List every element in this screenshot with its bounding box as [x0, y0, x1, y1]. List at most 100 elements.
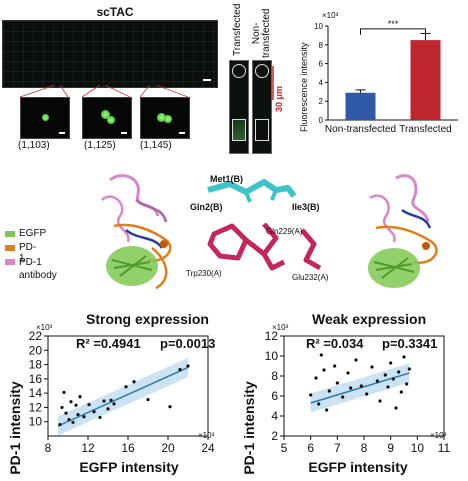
- legend-swatch: [5, 259, 15, 265]
- structure-right: [356, 170, 446, 296]
- y-tick-label: 12: [265, 329, 279, 343]
- legend-swatch: [5, 245, 15, 251]
- data-point: [314, 376, 318, 380]
- y-tick-label: 16: [29, 372, 43, 386]
- scatter-ylabel: PD-1 intensity: [7, 381, 23, 475]
- data-point: [375, 379, 379, 383]
- data-point: [64, 411, 68, 415]
- y-tick-label: 10: [265, 349, 279, 363]
- data-point: [402, 355, 406, 359]
- bar-chart: ×10³ Fluorescence intensity 0 2 4 6 8 10 Non-…: [299, 11, 458, 135]
- residue-gln229: Gln229(A): [266, 227, 303, 236]
- data-point: [112, 402, 116, 406]
- x-tick-label: 7: [334, 441, 341, 455]
- channel-transfected: [229, 60, 249, 154]
- y-tick-label: 6: [319, 60, 324, 69]
- y-tick-label: 2: [319, 97, 324, 106]
- data-point: [370, 365, 374, 369]
- x-tick-label: 8: [361, 441, 368, 455]
- y-tick-label: 12: [29, 400, 43, 414]
- y-tick-label: 6: [271, 389, 278, 403]
- significance-bracket: [360, 28, 426, 35]
- data-point: [62, 390, 66, 395]
- data-point: [60, 405, 64, 410]
- data-point: [82, 415, 86, 419]
- scatter-xlabel: EGFP intensity: [308, 459, 408, 475]
- data-point: [378, 399, 382, 403]
- residue-ile3: Ile3(B): [292, 202, 320, 212]
- x-tick-label: 6: [307, 441, 314, 455]
- y-tick-label: 8: [319, 41, 324, 50]
- scale-bar: [121, 132, 127, 134]
- data-point: [309, 393, 313, 397]
- y-exponent: ×10³: [272, 323, 289, 332]
- data-point: [69, 400, 73, 404]
- data-point: [74, 403, 78, 407]
- data-point: [109, 398, 113, 402]
- data-point: [132, 380, 136, 384]
- data-point: [365, 392, 369, 396]
- data-point: [124, 385, 128, 389]
- scatter-title: Strong expression: [86, 311, 209, 327]
- sctac-overview-image: [2, 20, 218, 88]
- scale-label: 30 μm: [274, 86, 284, 112]
- cell-label-2: (1,125): [84, 140, 116, 151]
- zoom-lines: [19, 85, 217, 98]
- binding-interface: Met1(B) Gln2(B) Ile3(B) Gln229(A) Trp230…: [186, 174, 329, 282]
- data-point: [98, 415, 102, 420]
- category-label: Transfected: [399, 124, 451, 135]
- data-point: [405, 382, 409, 386]
- y-tick-label: 20: [29, 343, 43, 357]
- stat-r2: R² =0.4941: [76, 336, 141, 351]
- data-point: [146, 397, 150, 402]
- x-tick-label: 16: [121, 441, 135, 455]
- data-point: [386, 385, 390, 389]
- y-tick-label: 10: [29, 415, 43, 429]
- x-tick-label: 24: [201, 441, 215, 455]
- data-point: [325, 408, 329, 412]
- cell-label-1: (1,103): [18, 140, 50, 151]
- data-point: [389, 361, 393, 365]
- scale-bar: [179, 132, 185, 134]
- y-exponent: ×10³: [36, 323, 53, 332]
- data-point: [319, 353, 323, 357]
- x-tick-label: 11: [438, 441, 451, 455]
- scatter-xlabel: EGFP intensity: [79, 459, 179, 475]
- y-tick-label: 4: [271, 409, 278, 423]
- residue-trp230: Trp230(A): [186, 269, 222, 278]
- y-tick-label: 4: [319, 78, 324, 87]
- fit-line: [57, 366, 189, 427]
- residue-glu232: Glu232(A): [292, 273, 329, 282]
- y-tick-label: 2: [271, 429, 278, 443]
- scatter-weak: Weak expression R² =0.034 p=0.3341 ×10³ …: [241, 311, 451, 475]
- scale-bar: [59, 132, 65, 134]
- residue-met1: Met1(B): [210, 174, 243, 184]
- sctac-title: scTAC: [96, 5, 134, 19]
- bar-ylabel: Fluorescence intensity: [299, 42, 309, 132]
- data-point: [178, 367, 182, 372]
- data-point: [102, 399, 106, 403]
- data-point: [67, 417, 71, 422]
- cell-fluorescence: [101, 110, 110, 119]
- y-tick-label: 8: [271, 369, 278, 383]
- scale-label-svg: 30 μm: [272, 66, 284, 112]
- cell-fluorescence: [164, 115, 172, 123]
- data-point: [322, 368, 326, 372]
- data-point: [327, 389, 331, 393]
- scatter-strong: Strong expression R² =0.4941 p=0.0013 ×1…: [7, 311, 215, 475]
- bar: [410, 40, 441, 120]
- x-tick-label: 20: [161, 441, 175, 455]
- data-point: [106, 407, 110, 411]
- cell-label-3: (1,145): [140, 140, 172, 151]
- data-point: [186, 364, 190, 368]
- channel-non-transfected: [252, 60, 272, 154]
- y-tick-label: 10: [314, 22, 323, 31]
- data-point: [58, 422, 62, 427]
- stat-r2: R² =0.034: [306, 336, 364, 351]
- legend-swatch: [5, 231, 15, 237]
- fit-line: [310, 372, 410, 404]
- y-tick-label: 14: [29, 386, 43, 400]
- structure-legend: EGFP PD-1 PD-1 antibody: [5, 228, 85, 298]
- data-point: [87, 402, 91, 407]
- scatter-ylabel: PD-1 intensity: [241, 381, 257, 475]
